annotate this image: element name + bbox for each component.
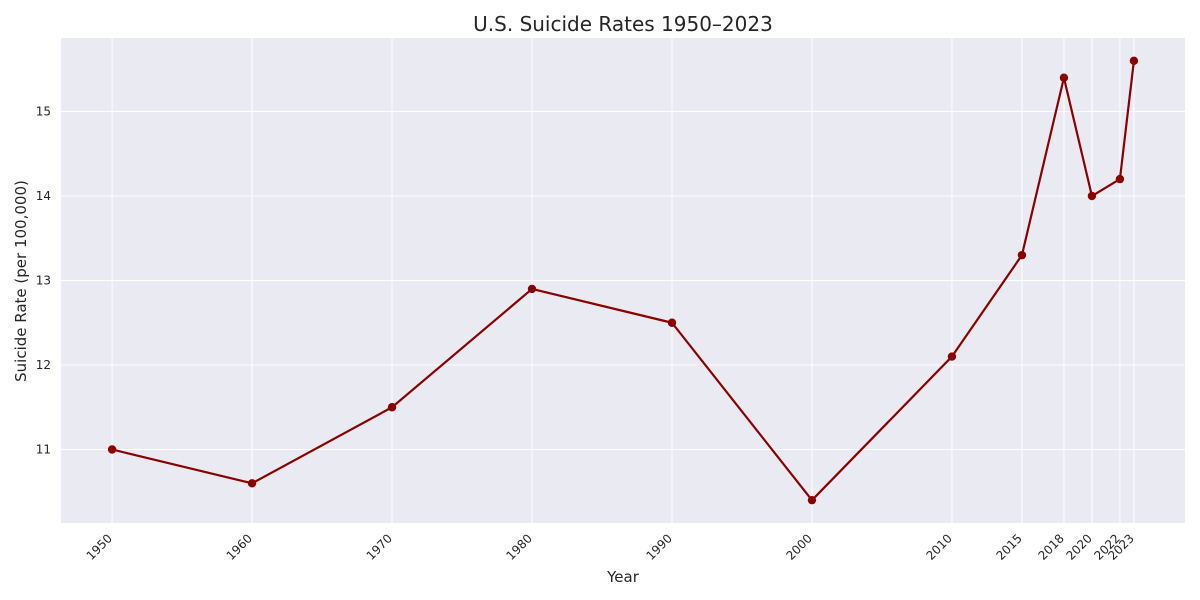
data-point bbox=[807, 495, 817, 505]
chart-title: U.S. Suicide Rates 1950–2023 bbox=[473, 12, 773, 36]
x-tick-label: 2010 bbox=[923, 531, 954, 562]
y-tick-label: 13 bbox=[36, 274, 51, 288]
y-axis-label: Suicide Rate (per 100,000) bbox=[12, 180, 30, 382]
y-tick-label: 14 bbox=[36, 189, 51, 203]
y-tick-label: 15 bbox=[36, 105, 51, 119]
series-line bbox=[111, 60, 1136, 502]
data-point bbox=[387, 403, 397, 412]
x-tick-label: 1970 bbox=[364, 531, 395, 562]
series-group bbox=[107, 56, 1139, 505]
y-tick-label: 11 bbox=[36, 442, 51, 456]
data-point bbox=[247, 479, 257, 488]
data-point bbox=[947, 352, 957, 361]
x-tick-label: 2018 bbox=[1035, 531, 1066, 562]
x-tick-label: 1950 bbox=[84, 531, 115, 562]
y-tick-labels: 11 12 13 14 15 bbox=[36, 105, 51, 457]
y-tick-label: 12 bbox=[36, 358, 51, 372]
x-tick-label: 2000 bbox=[783, 531, 814, 562]
data-point bbox=[1115, 174, 1125, 184]
data-point bbox=[1087, 191, 1097, 201]
x-tick-label: 1960 bbox=[224, 531, 255, 562]
data-point bbox=[1129, 56, 1139, 66]
data-point bbox=[527, 284, 537, 294]
x-tick-label: 1990 bbox=[643, 531, 674, 562]
x-tick-label: 2015 bbox=[993, 531, 1024, 562]
x-tick-labels: 1950 1960 1970 1980 1990 2000 2010 2015 20182020… bbox=[84, 531, 1137, 562]
grid-lines bbox=[61, 38, 1185, 523]
data-point bbox=[667, 318, 677, 327]
data-point bbox=[1059, 73, 1069, 82]
x-tick-label: 2020 bbox=[1063, 531, 1094, 562]
x-tick-label: 1980 bbox=[504, 531, 535, 562]
data-point bbox=[1017, 250, 1027, 260]
x-axis-label: Year bbox=[606, 568, 640, 586]
data-point bbox=[107, 445, 117, 454]
